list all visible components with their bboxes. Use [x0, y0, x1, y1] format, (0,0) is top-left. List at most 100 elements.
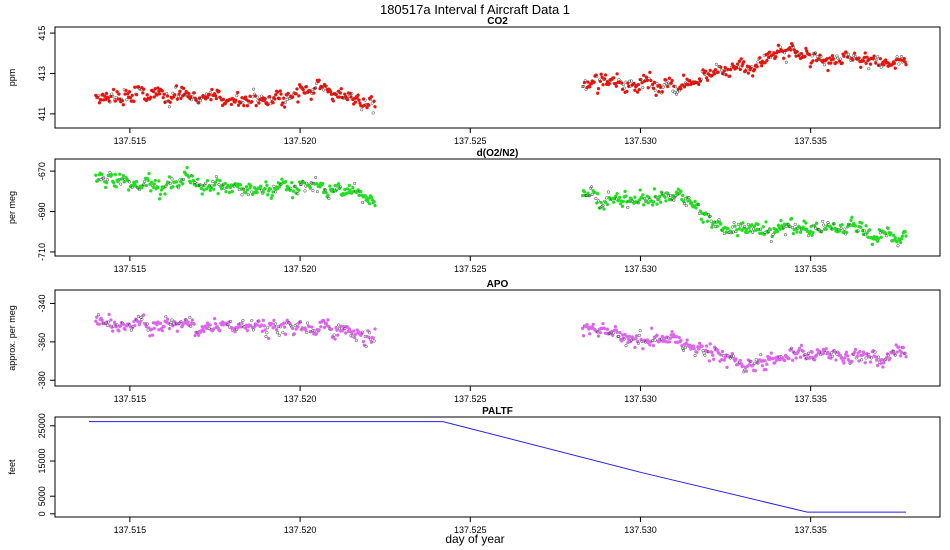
- data-point: [665, 81, 669, 86]
- x-tick-label: 137.530: [624, 394, 657, 404]
- data-point: [256, 319, 260, 323]
- data-point: [895, 55, 899, 59]
- data-point: [863, 51, 867, 55]
- data-point: [178, 89, 182, 94]
- data-point: [654, 93, 658, 98]
- data-point: [707, 359, 711, 363]
- data-point: [277, 333, 281, 337]
- data-point: [183, 318, 188, 322]
- data-point: [115, 323, 119, 327]
- data-point: [693, 199, 697, 204]
- scatter-series: [580, 321, 908, 374]
- data-point: [811, 59, 815, 63]
- data-point: [652, 80, 657, 85]
- data-point: [893, 236, 897, 240]
- data-point: [133, 184, 138, 188]
- data-point: [371, 336, 375, 340]
- data-point: [223, 181, 227, 186]
- data-point: [108, 170, 112, 174]
- data-point: [777, 355, 781, 359]
- data-point: [864, 224, 868, 228]
- data-point: [849, 218, 853, 223]
- x-tick-label: 137.525: [454, 525, 487, 535]
- data-point: [250, 99, 254, 104]
- data-point: [714, 62, 718, 66]
- data-point: [208, 323, 212, 327]
- data-point: [791, 45, 795, 49]
- data-point: [857, 359, 861, 363]
- data-point: [830, 354, 834, 358]
- x-tick-label: 137.525: [454, 264, 487, 274]
- data-point: [283, 100, 288, 104]
- data-point: [204, 181, 208, 185]
- data-point: [343, 327, 347, 331]
- x-tick-label: 137.530: [624, 525, 657, 535]
- x-tick-label: 137.515: [114, 525, 147, 535]
- data-point: [813, 358, 817, 362]
- data-point: [765, 362, 769, 366]
- data-point: [873, 58, 877, 62]
- data-point: [797, 346, 802, 351]
- data-point: [881, 365, 885, 369]
- data-point: [313, 329, 317, 333]
- data-point: [876, 355, 881, 359]
- data-point: [312, 91, 316, 95]
- data-point: [289, 323, 293, 327]
- data-point: [879, 235, 883, 239]
- scatter-series: [580, 185, 908, 248]
- x-tick-label: 137.525: [454, 136, 487, 146]
- data-point: [104, 91, 109, 96]
- data-point: [105, 323, 109, 327]
- data-point: [819, 54, 823, 58]
- data-point: [259, 184, 263, 188]
- scatter-series: [581, 41, 908, 98]
- data-point: [267, 94, 272, 99]
- data-point: [789, 48, 793, 52]
- data-point: [290, 180, 294, 185]
- y-tick-label: -690: [37, 203, 47, 221]
- data-point: [703, 353, 707, 357]
- data-point: [724, 73, 728, 77]
- data-point: [586, 80, 590, 84]
- data-point: [164, 315, 168, 319]
- data-point: [795, 230, 799, 234]
- data-point: [185, 165, 189, 170]
- data-point: [729, 354, 733, 359]
- data-point: [142, 182, 146, 186]
- data-point: [643, 197, 647, 201]
- data-point: [122, 180, 126, 184]
- data-point: [225, 323, 229, 327]
- data-point: [373, 104, 377, 109]
- data-point: [296, 325, 300, 329]
- data-point: [327, 196, 331, 201]
- data-point: [796, 51, 800, 55]
- data-point: [296, 192, 300, 196]
- data-point: [217, 182, 221, 187]
- data-point: [705, 219, 710, 223]
- data-point: [121, 173, 126, 178]
- data-point: [160, 89, 165, 93]
- data-point: [831, 57, 835, 61]
- data-point: [810, 54, 814, 58]
- data-point: [814, 353, 819, 357]
- data-point: [759, 227, 763, 231]
- data-point: [163, 192, 167, 196]
- data-point: [373, 327, 377, 331]
- data-point: [738, 358, 742, 363]
- data-point: [790, 346, 794, 350]
- data-point: [788, 224, 792, 228]
- data-point: [172, 92, 177, 97]
- data-point: [242, 103, 246, 108]
- data-point: [121, 102, 126, 107]
- data-point: [597, 206, 602, 210]
- data-point: [214, 96, 219, 101]
- data-point: [897, 62, 901, 66]
- data-point: [588, 85, 592, 89]
- data-point: [167, 175, 172, 179]
- data-point: [182, 177, 186, 182]
- data-point: [875, 363, 880, 368]
- data-point: [294, 327, 298, 331]
- data-point: [361, 339, 366, 344]
- data-point: [294, 191, 298, 195]
- data-point: [704, 344, 709, 348]
